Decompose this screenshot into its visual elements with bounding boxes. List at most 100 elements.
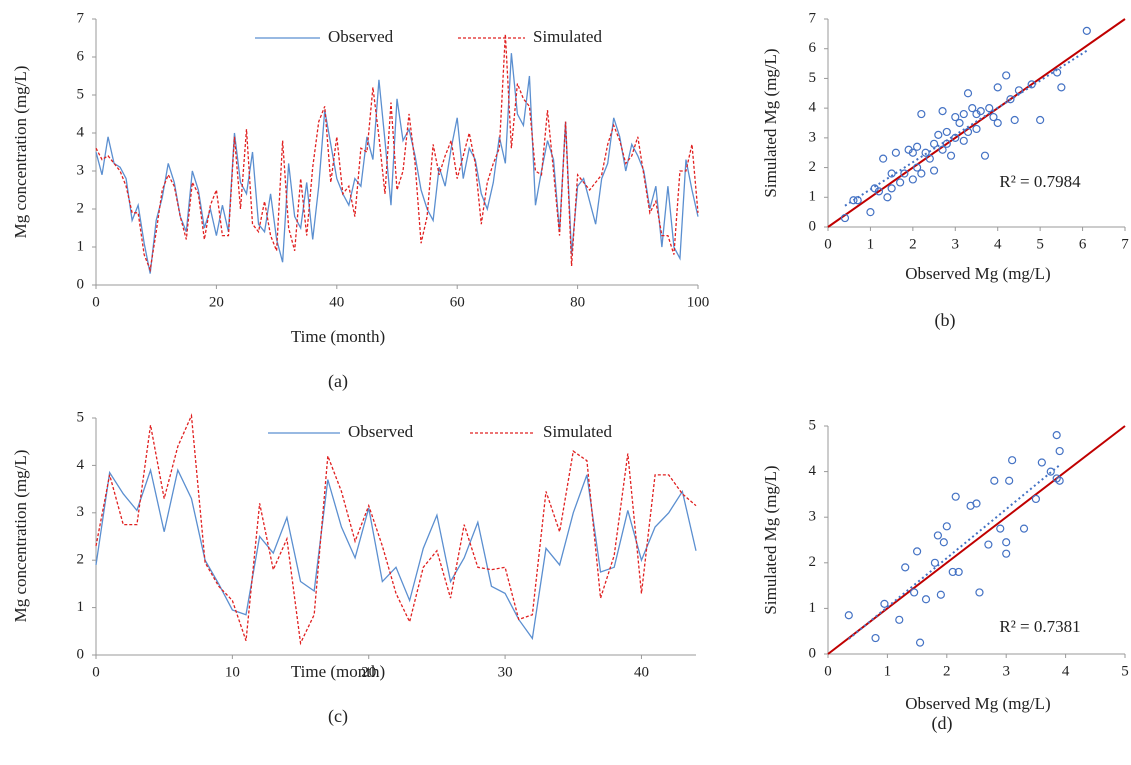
legend-label: Simulated	[533, 27, 602, 46]
x-tick-label: 0	[824, 663, 832, 679]
y-tick-label: 2	[77, 552, 85, 568]
data-point	[1052, 431, 1061, 440]
x-tick-label: 10	[225, 664, 240, 680]
data-point	[1036, 115, 1045, 125]
panel-caption: (c)	[328, 706, 348, 727]
data-point	[976, 107, 985, 116]
data-point	[895, 615, 904, 624]
y-axis-label: Simulated Mg (mg/L)	[761, 48, 780, 197]
data-point	[1002, 538, 1011, 547]
data-point	[963, 89, 973, 98]
y-tick-label: 3	[809, 509, 817, 525]
data-point	[939, 538, 948, 547]
data-point	[985, 104, 994, 113]
y-tick-label: 5	[77, 409, 85, 425]
data-point	[938, 107, 947, 116]
y-tick-label: 1	[77, 238, 85, 254]
data-point	[1082, 26, 1091, 35]
y-tick-label: 2	[809, 159, 817, 175]
y-tick-label: 3	[77, 504, 85, 520]
data-point	[887, 169, 896, 178]
y-tick-label: 0	[77, 276, 85, 292]
data-point	[959, 109, 968, 119]
reference-line	[827, 18, 1126, 228]
y-tick-label: 7	[77, 10, 85, 26]
data-point	[936, 590, 945, 599]
data-point	[844, 611, 853, 620]
y-tick-label: 1	[809, 189, 817, 205]
series-line	[95, 53, 699, 274]
y-tick-label: 1	[809, 600, 817, 616]
series-line	[95, 467, 697, 641]
legend-label: Observed	[348, 422, 414, 441]
x-tick-label: 20	[209, 294, 224, 310]
x-tick-label: 7	[1121, 236, 1129, 252]
r-squared: R² = 0.7984	[999, 172, 1081, 191]
data-point	[866, 208, 875, 217]
data-point	[942, 522, 951, 531]
data-point	[1006, 95, 1015, 104]
data-point	[975, 588, 984, 597]
data-point	[942, 127, 951, 137]
data-point	[968, 104, 977, 113]
y-tick-label: 4	[809, 100, 817, 116]
data-point	[1052, 474, 1061, 483]
x-tick-label: 5	[1121, 663, 1129, 679]
data-point	[1014, 86, 1024, 95]
data-point	[984, 540, 993, 549]
y-tick-label: 6	[809, 40, 817, 56]
data-point	[910, 588, 919, 597]
y-tick-label: 3	[77, 162, 85, 178]
data-point	[955, 118, 964, 128]
data-point	[1002, 71, 1011, 80]
x-axis-label: Observed Mg (mg/L)	[905, 694, 1050, 713]
y-tick-label: 0	[809, 218, 817, 234]
data-point	[908, 175, 917, 184]
data-point	[921, 148, 930, 157]
data-point	[959, 136, 968, 145]
data-point	[1037, 458, 1046, 467]
y-tick-label: 6	[77, 48, 85, 64]
data-point	[934, 130, 943, 139]
data-point	[1057, 83, 1066, 92]
data-point	[948, 567, 957, 577]
data-point	[917, 109, 926, 119]
data-point	[1008, 456, 1017, 465]
data-point	[891, 148, 900, 157]
series-line	[95, 413, 697, 646]
data-point	[908, 148, 917, 157]
series-line	[95, 34, 699, 273]
panel-caption: (d)	[932, 713, 953, 734]
data-point	[946, 151, 956, 160]
x-tick-label: 80	[570, 294, 585, 310]
data-point	[972, 499, 981, 508]
data-point	[921, 595, 931, 604]
x-tick-label: 3	[1002, 663, 1010, 679]
y-tick-label: 4	[77, 457, 85, 473]
x-tick-label: 40	[329, 294, 344, 310]
legend-label: Simulated	[543, 422, 612, 441]
data-point	[1005, 476, 1014, 485]
data-point	[912, 163, 922, 172]
x-tick-label: 20	[361, 664, 376, 680]
data-point	[942, 139, 951, 148]
data-point	[929, 139, 939, 148]
data-point	[930, 558, 940, 567]
data-point	[929, 166, 939, 175]
data-point	[849, 196, 858, 205]
x-axis-label: Time (month)	[291, 662, 385, 681]
data-point	[989, 112, 998, 122]
x-tick-label: 3	[952, 236, 960, 252]
data-point	[951, 492, 960, 501]
x-tick-label: 100	[687, 294, 710, 310]
y-tick-label: 0	[809, 645, 817, 661]
data-point	[871, 633, 880, 643]
x-tick-label: 1	[884, 663, 892, 679]
x-tick-label: 4	[1062, 663, 1070, 679]
data-point	[853, 196, 862, 205]
y-tick-label: 4	[77, 124, 85, 140]
y-tick-label: 5	[809, 417, 817, 433]
data-point	[840, 213, 850, 223]
data-point	[993, 83, 1002, 92]
